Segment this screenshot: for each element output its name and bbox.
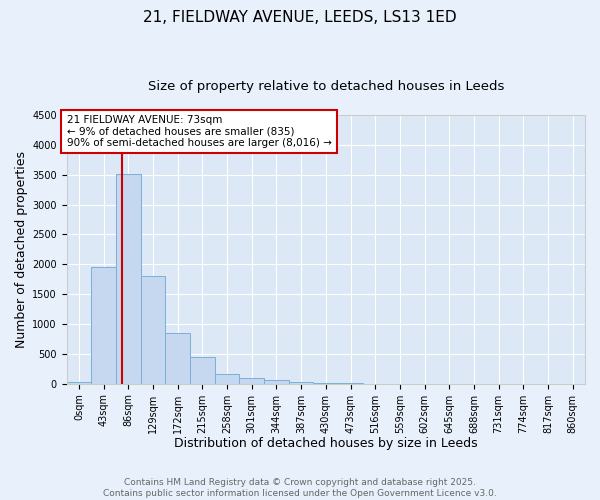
- Title: Size of property relative to detached houses in Leeds: Size of property relative to detached ho…: [148, 80, 504, 93]
- Bar: [289, 382, 313, 384]
- Text: 21, FIELDWAY AVENUE, LEEDS, LS13 1ED: 21, FIELDWAY AVENUE, LEEDS, LS13 1ED: [143, 10, 457, 25]
- Bar: [190, 356, 215, 384]
- Text: 21 FIELDWAY AVENUE: 73sqm
← 9% of detached houses are smaller (835)
90% of semi-: 21 FIELDWAY AVENUE: 73sqm ← 9% of detach…: [67, 115, 332, 148]
- Bar: [91, 268, 116, 384]
- Text: Contains HM Land Registry data © Crown copyright and database right 2025.
Contai: Contains HM Land Registry data © Crown c…: [103, 478, 497, 498]
- Bar: [239, 378, 264, 384]
- Bar: [215, 374, 239, 384]
- Y-axis label: Number of detached properties: Number of detached properties: [15, 151, 28, 348]
- Bar: [140, 276, 166, 384]
- Bar: [67, 382, 91, 384]
- Bar: [166, 332, 190, 384]
- Bar: [264, 380, 289, 384]
- Bar: [116, 174, 140, 384]
- X-axis label: Distribution of detached houses by size in Leeds: Distribution of detached houses by size …: [174, 437, 478, 450]
- Bar: [313, 382, 338, 384]
